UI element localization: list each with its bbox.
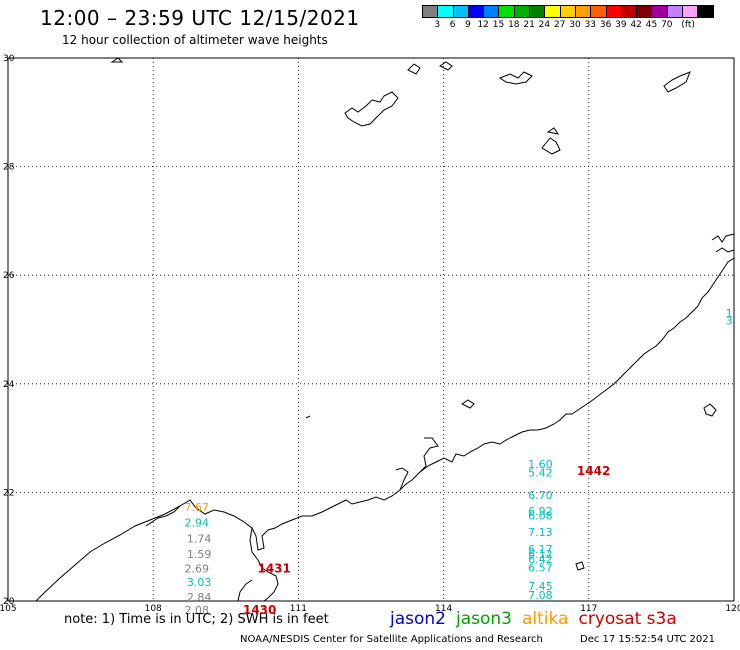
wave-height-label: 7.08 <box>528 589 553 602</box>
satellite-legend: jason2 jason3 altika cryosat s3a <box>390 609 687 629</box>
legend-label: 6 <box>449 20 456 30</box>
wave-height-label: 6.70 <box>528 489 553 502</box>
legend-swatch <box>422 5 439 18</box>
wave-height-label: 7.67 <box>185 501 210 514</box>
legend-swatch <box>651 5 668 18</box>
legend-swatch <box>559 5 576 18</box>
wave-height-label: 1 <box>726 307 733 320</box>
legend-swatch <box>620 5 638 18</box>
map-frame <box>7 57 735 602</box>
wave-height-label: 7.13 <box>528 526 553 539</box>
wave-height-label: 6.92 <box>528 505 553 518</box>
wave-height-label: 2.84 <box>187 591 212 604</box>
map-title: 12:00 – 23:59 UTC 12/15/2021 <box>40 6 360 30</box>
pass-time-label: 1442 <box>577 464 610 478</box>
wave-height-label: 6.08 <box>528 510 553 523</box>
legend-label: 15 <box>492 20 505 30</box>
legend-label: 39 <box>615 20 627 30</box>
coastline <box>35 57 735 602</box>
pass-time-label: 1431 <box>257 561 290 575</box>
lat-tick-label: 22 <box>3 488 14 498</box>
lon-tick-label: 114 <box>435 604 452 614</box>
legend-label: 21 <box>523 20 535 30</box>
map-gridlines <box>8 58 734 601</box>
legend-swatch <box>636 5 653 18</box>
wave-height-label: 1.60 <box>528 458 553 471</box>
footer-note: note: 1) Time is in UTC; 2) SWH is in fe… <box>64 612 329 627</box>
lon-tick-label: 105 <box>0 604 17 614</box>
map-subtitle: 12 hour collection of altimeter wave hei… <box>62 33 328 47</box>
legend-swatch <box>529 5 546 18</box>
satellite-name: jason2 <box>390 609 446 629</box>
wave-height-label: 2.69 <box>185 562 210 575</box>
legend-swatch <box>682 5 699 18</box>
wave-height-label: 7.45 <box>528 580 553 593</box>
wave-height-label: 1.59 <box>187 548 212 561</box>
legend-label: 30 <box>569 20 581 30</box>
lat-tick-label: 26 <box>3 271 15 281</box>
legend-label: 70 <box>661 20 673 30</box>
axis-ticks: 105 108 111 114 117 120 30 28 26 24 22 20 <box>0 54 740 614</box>
legend-labels: 3 6 9 12 15 18 21 24 27 30 33 36 39 42 45 70 (ft) <box>422 20 713 32</box>
legend-label: 45 <box>645 20 658 30</box>
legend-label: 27 <box>553 20 566 30</box>
lon-tick-label: 117 <box>580 604 597 614</box>
lon-tick-label: 111 <box>290 604 307 614</box>
wave-height-label: 6.57 <box>528 561 553 574</box>
legend-swatch <box>452 5 469 18</box>
legend-swatch <box>437 5 454 18</box>
legend-swatch <box>697 5 714 18</box>
credit-timestamp: Dec 17 15:52:54 UTC 2021 <box>580 634 715 645</box>
wave-height-observations: 7.67 2.94 1.74 1.592.693.03 2.842.08 1.605.42… <box>185 307 733 617</box>
legend-swatch <box>544 5 561 18</box>
legend-swatches <box>422 5 714 18</box>
wave-height-label: 3.03 <box>187 576 212 589</box>
wave-height-label: 5.42 <box>528 466 553 479</box>
lat-tick-label: 28 <box>3 163 15 173</box>
wave-height-label: 6.12 <box>528 548 553 561</box>
wave-height-label: 6.42 <box>528 553 553 566</box>
legend-swatch <box>483 5 500 18</box>
satellite-name: jason3 <box>456 609 512 629</box>
legend-swatch <box>513 5 531 18</box>
lat-tick-label: 24 <box>3 380 15 390</box>
legend-swatch <box>605 5 622 18</box>
legend-label: 33 <box>584 20 597 30</box>
legend-label: 9 <box>465 20 471 30</box>
wave-height-label: 3 <box>726 314 733 327</box>
legend-label: 12 <box>477 20 489 30</box>
lat-tick-label: 30 <box>3 54 15 64</box>
legend-label: 36 <box>599 20 612 30</box>
wave-height-label: 2.08 <box>185 604 210 617</box>
satellite-name: altika <box>522 609 569 629</box>
legend-label: 3 <box>434 20 441 30</box>
wave-height-label: 1.74 <box>187 533 212 546</box>
legend-label: 18 <box>508 20 520 30</box>
wave-height-label: 6.17 <box>528 543 553 556</box>
pass-time-label: 1430 <box>243 603 276 617</box>
credit-text: NOAA/NESDIS Center for Satellite Applica… <box>240 634 543 645</box>
lon-tick-label: 120 <box>725 604 740 614</box>
legend-label: 42 <box>630 20 642 30</box>
legend-label: (ft) <box>681 20 695 30</box>
lon-tick-label: 108 <box>145 604 162 614</box>
lat-tick-label: 20 <box>3 597 15 607</box>
pass-times: 1442 1431 1430 <box>243 464 610 617</box>
legend-swatch <box>498 5 515 18</box>
legend-swatch <box>666 5 684 18</box>
color-legend: 3 6 9 12 15 18 21 24 27 30 33 36 39 42 45 70 (ft) <box>422 5 714 32</box>
legend-label: 24 <box>538 20 551 30</box>
legend-swatch <box>574 5 592 18</box>
legend-swatch <box>467 5 485 18</box>
satellite-name: cryosat s3a <box>578 609 677 629</box>
wave-height-label: 2.94 <box>185 516 210 529</box>
legend-swatch <box>590 5 607 18</box>
